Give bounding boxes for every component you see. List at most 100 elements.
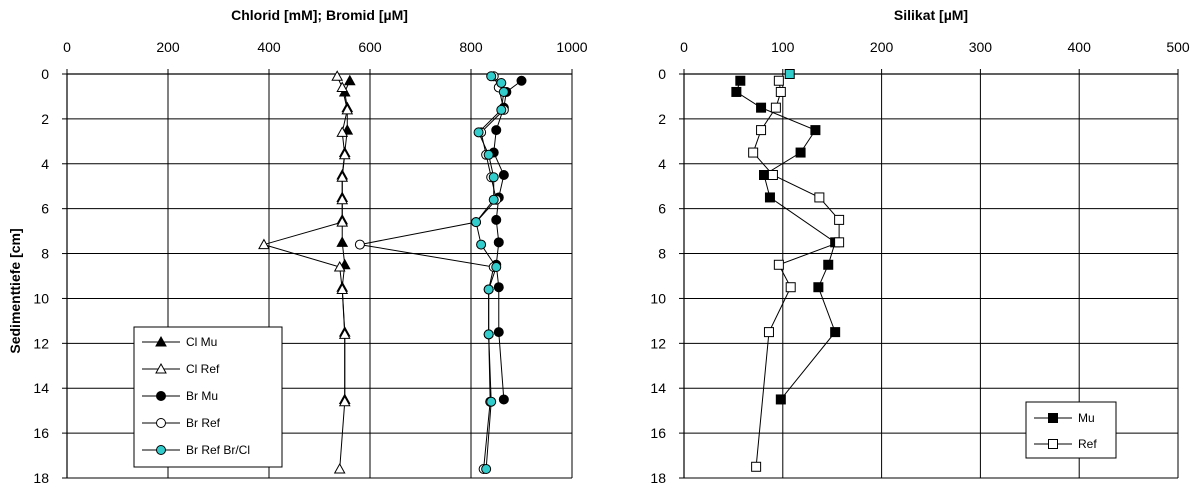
legend-label: Ref: [1078, 437, 1097, 451]
data-point: [483, 329, 494, 340]
series-line: [752, 80, 840, 467]
legend-item-br-ref-br-cl: Br Ref Br/Cl: [142, 443, 250, 457]
legend: Cl Mu Cl Ref Br Mu Br Ref Br Ref Br/Cl: [133, 326, 283, 468]
data-point: [775, 86, 786, 97]
data-point: [491, 262, 502, 273]
y-tick-label: 0: [41, 66, 49, 82]
data-point: [748, 147, 759, 158]
data-point: [486, 71, 497, 82]
legend-item-br-mu: Br Mu: [142, 389, 218, 403]
legend-marker: [155, 362, 167, 374]
data-point: [336, 193, 349, 205]
y-tick-label: 18: [33, 470, 49, 484]
series-highlight: [784, 69, 795, 79]
data-point: [333, 260, 346, 272]
data-point: [343, 74, 356, 86]
y-tick-label: 10: [650, 290, 666, 306]
data-point: [491, 125, 502, 136]
y-tick-label: 16: [33, 425, 49, 441]
y-tick-label: 10: [33, 290, 49, 306]
legend-label: Cl Mu: [186, 335, 217, 349]
data-point: [354, 239, 365, 250]
chloride-bromide-chart: 0 200 400 600 800 1000 0 2 4 6 8 10 12 14 16 18 Chlorid …: [7, 7, 588, 484]
series-br-ref-br-cl: [471, 71, 509, 475]
y-axis-label: Sedimenttiefe [cm]: [7, 228, 23, 353]
data-point: [834, 237, 845, 248]
data-point: [488, 194, 499, 205]
legend-marker: [156, 391, 166, 401]
y-tick-label: 8: [658, 246, 666, 262]
data-point: [338, 148, 351, 160]
legend-marker: [1048, 439, 1058, 449]
data-point: [483, 284, 494, 295]
data-point: [784, 69, 795, 79]
data-point: [471, 217, 482, 228]
x-tick-label: 200: [156, 39, 180, 55]
legend-marker: [156, 418, 166, 428]
data-point: [735, 75, 746, 86]
series-br-ref: [354, 71, 509, 475]
data-point: [496, 104, 507, 115]
data-point: [764, 192, 775, 203]
series-mu: [731, 75, 841, 405]
y-tick-label: 4: [658, 156, 666, 172]
chart-title: Silikat [µM]: [894, 7, 968, 23]
data-point: [810, 125, 821, 136]
series-cl-ref: [258, 70, 354, 474]
data-point: [493, 237, 504, 248]
x-tick-label: 600: [358, 39, 382, 55]
y-tick-label: 14: [650, 380, 666, 396]
legend-marker: [155, 335, 167, 347]
data-point: [493, 282, 504, 293]
data-point: [336, 126, 349, 137]
series-br-mu: [488, 75, 527, 405]
y-tick-label: 12: [650, 335, 666, 351]
data-point: [785, 282, 796, 293]
y-tick-label: 4: [41, 156, 49, 172]
data-point: [341, 103, 354, 115]
x-tick-label: 0: [680, 39, 688, 55]
y-tick-label: 12: [33, 335, 49, 351]
data-point: [767, 170, 778, 180]
x-tick-label: 800: [459, 39, 483, 55]
legend-marker: [1048, 413, 1058, 423]
data-point: [498, 170, 509, 180]
legend: Mu Ref: [1025, 401, 1117, 459]
data-point: [814, 192, 825, 203]
legend-marker: [156, 445, 166, 455]
y-tick-label: 18: [650, 470, 666, 484]
y-tick-label: 6: [41, 201, 49, 217]
data-point: [759, 170, 770, 180]
y-tick-label: 14: [33, 380, 49, 396]
legend-item-cl-mu: Cl Mu: [142, 335, 217, 349]
data-point: [731, 86, 742, 97]
y-tick-label: 16: [650, 425, 666, 441]
data-point: [483, 149, 494, 160]
data-point: [488, 172, 499, 183]
data-point: [756, 125, 767, 136]
data-point: [773, 75, 784, 86]
legend-item-br-ref: Br Ref: [142, 416, 221, 430]
data-point: [493, 327, 504, 338]
legend-label: Br Mu: [186, 389, 218, 403]
legend-item-cl-ref: Cl Ref: [142, 362, 220, 376]
y-tick-label: 8: [41, 246, 49, 262]
data-point: [336, 216, 349, 227]
data-point: [333, 462, 346, 474]
chart-title: Chlorid [mM]; Bromid [µM]: [231, 7, 408, 23]
data-point: [770, 102, 781, 113]
data-point: [823, 259, 834, 270]
data-point: [336, 81, 349, 92]
x-tick-label: 300: [969, 39, 993, 55]
data-point: [481, 464, 492, 475]
silicate-chart: 0 100 200 300 400 500 0 2 4 6 8 10 12 14 16 18 Silikat […: [650, 7, 1189, 484]
data-point: [336, 171, 349, 182]
x-tick-label: 100: [771, 39, 795, 55]
x-tick-label: 0: [63, 39, 71, 55]
y-tick-label: 2: [41, 111, 49, 127]
data-point: [516, 75, 527, 86]
data-point: [795, 147, 806, 158]
y-tick-label: 2: [658, 111, 666, 127]
data-point: [331, 70, 344, 81]
